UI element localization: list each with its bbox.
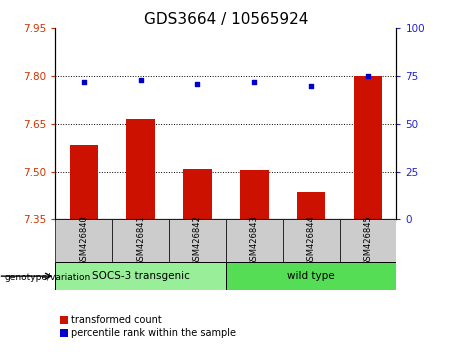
Bar: [126, 119, 155, 219]
Text: GSM426841: GSM426841: [136, 215, 145, 266]
Point: [80, 79, 88, 85]
Bar: [226, 219, 283, 262]
Bar: [55, 262, 226, 290]
Bar: [226, 262, 396, 290]
Text: GSM426845: GSM426845: [364, 215, 372, 266]
Bar: [240, 170, 268, 219]
Bar: [340, 219, 396, 262]
Text: GSM426844: GSM426844: [307, 215, 316, 266]
Point: [364, 73, 372, 79]
Title: GDS3664 / 10565924: GDS3664 / 10565924: [144, 12, 308, 27]
Text: SOCS-3 transgenic: SOCS-3 transgenic: [92, 271, 189, 281]
Text: wild type: wild type: [287, 271, 335, 281]
Text: transformed count: transformed count: [71, 315, 162, 325]
Text: genotype/variation: genotype/variation: [5, 273, 91, 282]
Bar: [169, 219, 226, 262]
Bar: [283, 219, 340, 262]
Bar: [183, 169, 212, 219]
Text: GSM426842: GSM426842: [193, 215, 202, 266]
Bar: [112, 219, 169, 262]
Bar: [354, 76, 382, 219]
Point: [137, 77, 144, 83]
Text: GSM426843: GSM426843: [250, 215, 259, 266]
Point: [194, 81, 201, 87]
Text: percentile rank within the sample: percentile rank within the sample: [71, 328, 236, 338]
Point: [307, 83, 315, 88]
Text: GSM426840: GSM426840: [79, 215, 88, 266]
Bar: [70, 144, 98, 219]
Bar: [297, 193, 325, 219]
Point: [251, 79, 258, 85]
Bar: [55, 219, 112, 262]
